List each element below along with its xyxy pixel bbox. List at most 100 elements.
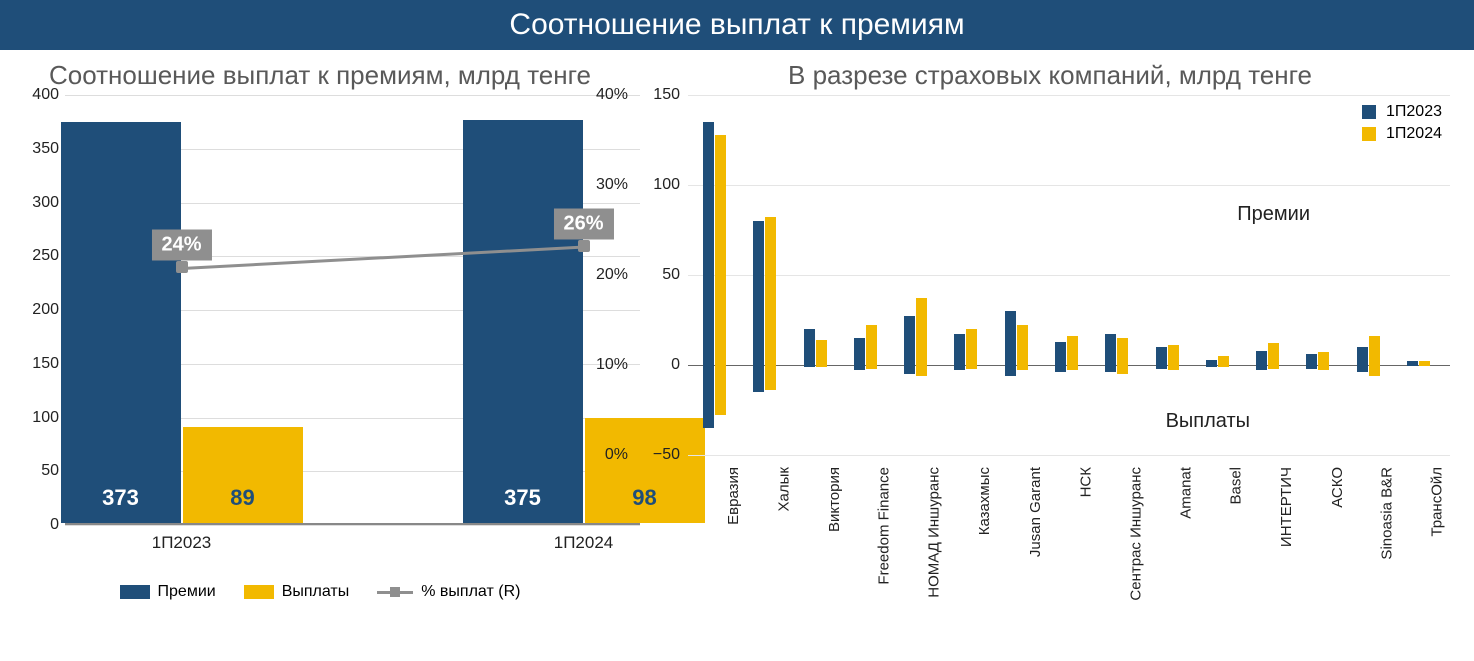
y-tick-label: 50 (662, 266, 680, 284)
bar-value-label: 89 (183, 485, 303, 511)
left-chart: 050100150200250300350400 373891П20233759… (20, 95, 640, 565)
bar-payout (1268, 365, 1279, 369)
bar-payout (1357, 365, 1368, 372)
bar-premium (715, 135, 726, 365)
category-label: Евразия (725, 467, 742, 525)
y-tick-label: 250 (32, 247, 59, 265)
gridline (65, 525, 640, 526)
gridline (688, 185, 1450, 186)
category-label: НСК (1077, 467, 1094, 497)
y2-axis-right: 0%10%20%30%40% (592, 95, 636, 455)
bar-payout (1055, 365, 1066, 372)
y-tick-label: −50 (653, 446, 680, 464)
legend-swatch (1362, 105, 1376, 119)
bar-payout (1218, 365, 1229, 367)
bar-premium (866, 325, 877, 365)
y-tick-label: 100 (653, 176, 680, 194)
bar-payout (1419, 365, 1430, 366)
bar-premium (854, 338, 865, 365)
bar-premium (765, 217, 776, 365)
trend-line-value-label: 26% (553, 208, 613, 239)
trend-line-value-label: 24% (151, 230, 211, 261)
plot-area-left: 373891П2023375981П202424%26% (65, 95, 640, 525)
bar-premium (916, 298, 927, 365)
category-label: Jusan Garant (1027, 467, 1044, 557)
bar-premium (1369, 336, 1380, 365)
legend-label: 1П2024 (1386, 125, 1442, 143)
legend-item: % выплат (R) (377, 583, 520, 601)
bar-payout (1318, 365, 1329, 370)
bar-premium (1005, 311, 1016, 365)
bar-payout (816, 365, 827, 367)
bar-group: 373891П2023 (61, 122, 303, 523)
legend-right: 1П2023 1П2024 (1362, 103, 1442, 147)
legend-item: Премии (120, 583, 216, 601)
title-bar: Соотношение выплат к премиям (0, 0, 1474, 50)
bar-premium (804, 329, 815, 365)
gridline (688, 455, 1450, 456)
legend-item: Выплаты (244, 583, 350, 601)
bar-premium (1318, 352, 1329, 365)
bar-premium (753, 221, 764, 365)
bar-payout (1105, 365, 1116, 372)
bar-payout (1168, 365, 1179, 370)
trend-line-marker (176, 261, 188, 273)
bar-premium (966, 329, 977, 365)
legend-label: Премии (158, 583, 216, 601)
category-label: АСКО (1328, 467, 1345, 508)
y-tick-label: 150 (32, 355, 59, 373)
panel-right: В разрезе страховых компаний, млрд тенге… (640, 50, 1460, 661)
bar: 373 (61, 122, 181, 523)
bar-premium (1156, 347, 1167, 365)
y2-tick-label: 30% (596, 176, 628, 194)
category-label: Amanat (1178, 467, 1195, 519)
gridline (688, 275, 1450, 276)
y-axis-left: 050100150200250300350400 (20, 95, 65, 525)
bar-payout (715, 365, 726, 415)
legend-left: Премии Выплаты % выплат (R) (0, 583, 640, 601)
bar: 89 (183, 427, 303, 523)
category-label: Виктория (826, 467, 843, 532)
bar-value-label: 373 (61, 485, 181, 511)
bar-payout (804, 365, 815, 367)
legend-item: 1П2023 (1362, 103, 1442, 121)
category-label: НОМАД Иншуранс (926, 467, 943, 598)
bar-payout (1005, 365, 1016, 376)
bar-payout (916, 365, 927, 376)
bar-premium (1357, 347, 1368, 365)
y-tick-label: 200 (32, 301, 59, 319)
y-axis-right: −50050100150 (640, 95, 688, 455)
y-tick-label: 350 (32, 140, 59, 158)
y2-tick-label: 0% (605, 446, 628, 464)
bar-payout (1407, 365, 1418, 366)
legend-swatch (120, 585, 150, 599)
category-label: Сентрас Иншуранс (1127, 467, 1144, 601)
bar-payout (753, 365, 764, 392)
legend-label: 1П2023 (1386, 103, 1442, 121)
bar-payout (765, 365, 776, 390)
panel-left: Соотношение выплат к премиям, млрд тенге… (0, 50, 640, 661)
bar-payout (1156, 365, 1167, 369)
y-tick-label: 0 (50, 516, 59, 534)
bar-value-label: 375 (463, 485, 583, 511)
legend-swatch (244, 585, 274, 599)
y-tick-label: 100 (32, 409, 59, 427)
category-label: Казахмыс (976, 467, 993, 535)
bar-payout (1206, 365, 1217, 367)
bar-payout (904, 365, 915, 374)
y-tick-label: 150 (653, 86, 680, 104)
subtitle-right: В разрезе страховых компаний, млрд тенге (640, 60, 1460, 91)
bar-premium (904, 316, 915, 365)
bar-payout (954, 365, 965, 370)
annotation-premiums: Премии (1237, 203, 1310, 226)
y-tick-label: 50 (41, 462, 59, 480)
subtitle-left: Соотношение выплат к премиям, млрд тенге (0, 60, 640, 91)
legend-label: Выплаты (282, 583, 350, 601)
category-label: ТрансОйл (1429, 467, 1446, 537)
bar-premium (1055, 342, 1066, 365)
bar-premium (1105, 334, 1116, 365)
category-label: Basel (1228, 467, 1245, 505)
y-tick-label: 400 (32, 86, 59, 104)
legend-item: 1П2024 (1362, 125, 1442, 143)
bar-payout (1369, 365, 1380, 376)
